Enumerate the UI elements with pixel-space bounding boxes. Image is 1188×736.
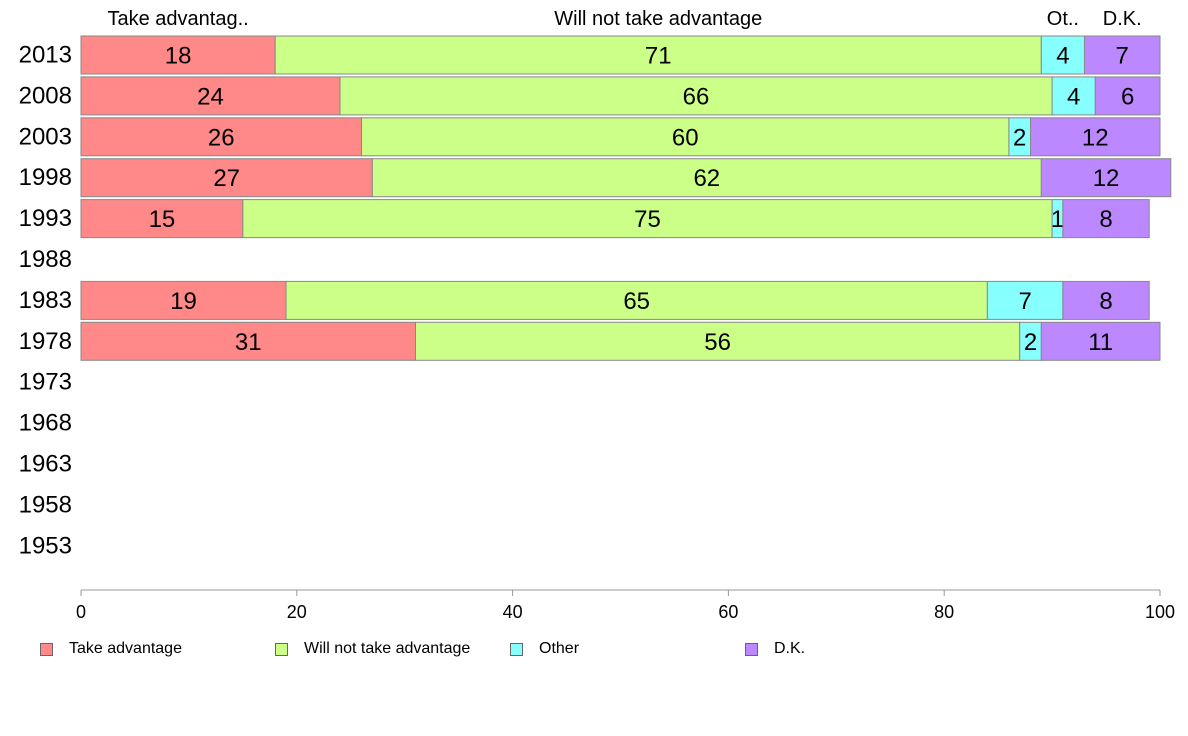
bar-1998-take-advantage bbox=[80, 158, 373, 198]
y-tick-label-1993: 1993 bbox=[19, 205, 72, 232]
y-tick-label-1988: 1988 bbox=[19, 246, 72, 273]
data-label-1993-other: 1 bbox=[1051, 206, 1064, 233]
y-tick-label-2008: 2008 bbox=[19, 82, 72, 109]
top-label-take-advantage: Take advantag.. bbox=[108, 8, 249, 30]
data-label-1978-will-not-take-advantage: 56 bbox=[704, 329, 731, 356]
bar-1978-will-not-take-advantage bbox=[414, 321, 1021, 361]
y-tick-label-1978: 1978 bbox=[19, 328, 72, 355]
stacked-bar-chart: Take advantag.. Will not take advantage Ot… bbox=[19, 8, 1175, 622]
top-label-will-not-take-advantage: Will not take advantage bbox=[554, 8, 762, 30]
legend-item-other: Other bbox=[510, 640, 579, 658]
legend-item-take-advantage: Take advantage bbox=[40, 640, 182, 658]
y-axis-tick-labels: 2013 2008 2003 1998 1993 1988 1983 1978 1973 1968… bbox=[19, 42, 72, 560]
data-label-2003-d-k: 12 bbox=[1082, 124, 1109, 151]
bar-1983-take-advantage bbox=[80, 280, 287, 320]
data-label-2013-take-advantage: 18 bbox=[165, 43, 192, 70]
legend-label: D.K. bbox=[774, 640, 806, 657]
bar-2008-other bbox=[1051, 76, 1096, 116]
bar-2013-will-not-take-advantage bbox=[274, 35, 1042, 75]
bar-1978-take-advantage bbox=[80, 321, 416, 361]
data-label-1998-will-not-take-advantage: 62 bbox=[693, 165, 720, 192]
bar-2013-take-advantage bbox=[80, 35, 276, 75]
data-label-1993-d-k: 8 bbox=[1099, 206, 1112, 233]
bar-2013-other bbox=[1040, 35, 1085, 75]
top-label-other: Ot.. bbox=[1047, 8, 1079, 30]
legend: Take advantage Will not take advantage O… bbox=[0, 640, 1188, 666]
bar-1993-will-not-take-advantage bbox=[242, 199, 1053, 239]
data-label-1978-other: 2 bbox=[1024, 329, 1037, 356]
bar-2008-will-not-take-advantage bbox=[339, 76, 1053, 116]
y-tick-label-1963: 1963 bbox=[19, 451, 72, 478]
legend-item-will-not-take-advantage: Will not take advantage bbox=[275, 640, 470, 658]
data-label-2008-will-not-take-advantage: 66 bbox=[683, 83, 710, 110]
bar-1993-d-k bbox=[1062, 199, 1150, 239]
legend-label: Other bbox=[539, 640, 580, 657]
data-label-1983-take-advantage: 19 bbox=[170, 288, 197, 315]
bar-1993-take-advantage bbox=[80, 199, 244, 239]
data-label-2008-take-advantage: 24 bbox=[197, 83, 224, 110]
top-label-d-k: D.K. bbox=[1103, 8, 1142, 30]
bar-1983-will-not-take-advantage bbox=[285, 280, 988, 320]
y-tick-label-2013: 2013 bbox=[19, 42, 72, 69]
bar-2003-d-k bbox=[1030, 117, 1161, 157]
y-tick-label-1953: 1953 bbox=[19, 532, 72, 559]
data-label-2003-other: 2 bbox=[1013, 124, 1026, 151]
x-axis: 0 20 40 60 80 100 bbox=[76, 589, 1175, 622]
bar-1978-d-k bbox=[1040, 321, 1161, 361]
x-tick-label-60: 60 bbox=[718, 602, 738, 622]
data-label-2003-will-not-take-advantage: 60 bbox=[672, 124, 699, 151]
y-tick-label-1973: 1973 bbox=[19, 369, 72, 396]
data-label-1978-d-k: 11 bbox=[1088, 329, 1113, 356]
bar-1998-will-not-take-advantage bbox=[371, 158, 1042, 198]
data-label-2013-d-k: 7 bbox=[1116, 43, 1129, 70]
bar-1983-d-k bbox=[1062, 280, 1150, 320]
bar-2003-will-not-take-advantage bbox=[361, 117, 1010, 157]
legend-swatch-will-not-take-advantage bbox=[275, 642, 288, 656]
legend-item-dk: D.K. bbox=[745, 640, 805, 658]
x-tick-label-80: 80 bbox=[934, 602, 954, 622]
y-tick-label-1968: 1968 bbox=[19, 410, 72, 437]
data-label-1983-other: 7 bbox=[1018, 288, 1031, 315]
data-label-2003-take-advantage: 26 bbox=[208, 124, 235, 151]
data-label-1998-d-k: 12 bbox=[1093, 165, 1120, 192]
data-label-2008-other: 4 bbox=[1067, 83, 1080, 110]
data-label-2008-d-k: 6 bbox=[1121, 83, 1134, 110]
data-label-1978-take-advantage: 31 bbox=[235, 329, 262, 356]
x-tick-label-20: 20 bbox=[287, 602, 307, 622]
bar-2008-take-advantage bbox=[80, 76, 341, 116]
data-label-1993-take-advantage: 15 bbox=[149, 206, 176, 233]
y-tick-label-1983: 1983 bbox=[19, 287, 72, 314]
data-label-2013-other: 4 bbox=[1056, 43, 1069, 70]
y-tick-label-1958: 1958 bbox=[19, 491, 72, 518]
y-tick-label-2003: 2003 bbox=[19, 123, 72, 150]
data-label-2013-will-not-take-advantage: 71 bbox=[645, 43, 672, 70]
data-label-1983-d-k: 8 bbox=[1099, 288, 1112, 315]
legend-label: Will not take advantage bbox=[304, 640, 471, 657]
x-tick-label-0: 0 bbox=[76, 602, 86, 622]
bar-2008-d-k bbox=[1094, 76, 1161, 116]
bar-1983-other bbox=[986, 280, 1064, 320]
legend-label: Take advantage bbox=[69, 640, 182, 657]
data-label-1993-will-not-take-advantage: 75 bbox=[634, 206, 661, 233]
top-column-labels: Take advantag.. Will not take advantage Ot… bbox=[108, 8, 1142, 30]
data-label-1983-will-not-take-advantage: 65 bbox=[623, 288, 650, 315]
x-tick-label-40: 40 bbox=[503, 602, 523, 622]
y-tick-label-1998: 1998 bbox=[19, 164, 72, 191]
legend-swatch-take-advantage bbox=[40, 642, 53, 656]
bar-1998-d-k bbox=[1040, 158, 1172, 198]
legend-swatch-other bbox=[510, 642, 523, 656]
bar-2003-take-advantage bbox=[80, 117, 363, 157]
bar-2013-d-k bbox=[1083, 35, 1161, 75]
data-label-1998-take-advantage: 27 bbox=[213, 165, 240, 192]
legend-swatch-dk bbox=[745, 642, 758, 656]
x-tick-label-100: 100 bbox=[1145, 602, 1175, 622]
